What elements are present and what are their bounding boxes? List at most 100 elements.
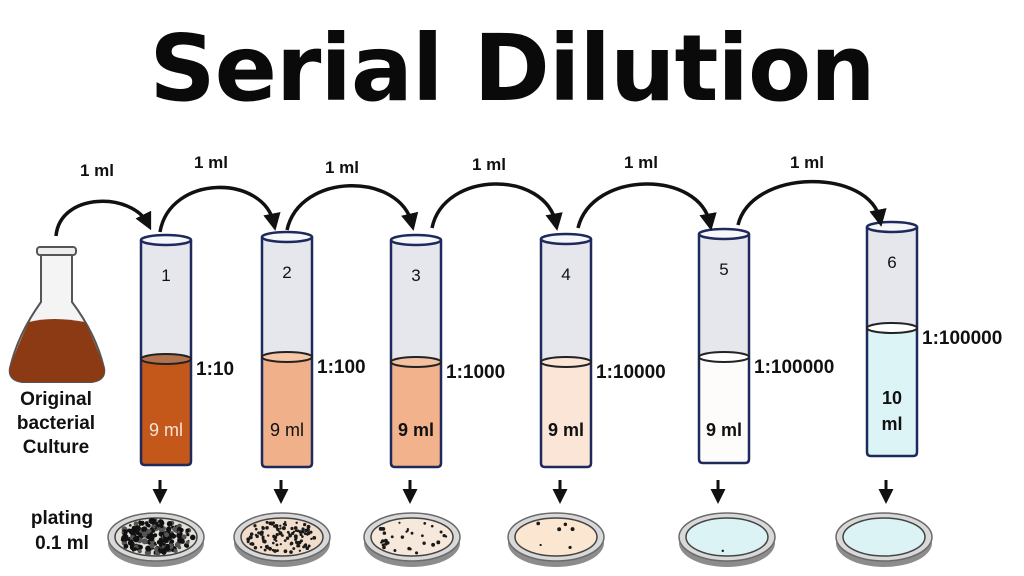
colony bbox=[285, 536, 290, 540]
colony bbox=[185, 540, 190, 545]
colony bbox=[431, 542, 436, 547]
plate-agar bbox=[842, 517, 926, 557]
colony bbox=[303, 532, 307, 536]
colony bbox=[159, 524, 164, 529]
colony bbox=[563, 522, 568, 527]
colony bbox=[536, 521, 541, 526]
colony bbox=[136, 536, 140, 539]
tube-number: 6 bbox=[887, 253, 896, 272]
colony bbox=[141, 531, 148, 538]
tube-liquid bbox=[262, 357, 312, 467]
tube-outline bbox=[139, 240, 193, 467]
colony bbox=[272, 534, 276, 538]
plating-label: 0.1 ml bbox=[35, 533, 89, 554]
colony bbox=[137, 544, 141, 548]
colony bbox=[422, 541, 426, 545]
colony bbox=[121, 529, 128, 536]
tube-rim bbox=[389, 233, 443, 247]
colony bbox=[275, 532, 279, 537]
colony bbox=[141, 526, 148, 533]
tube-liquid bbox=[867, 328, 917, 456]
colony bbox=[266, 544, 269, 548]
colony bbox=[164, 532, 170, 538]
tube-6: 6 10 ml 1:100000 bbox=[865, 220, 1002, 504]
colony bbox=[185, 528, 190, 533]
colony bbox=[570, 527, 575, 532]
colony bbox=[307, 544, 311, 548]
colony bbox=[270, 522, 274, 526]
tube-number: 3 bbox=[411, 266, 420, 285]
flask-rim bbox=[36, 246, 77, 256]
tube-liquid-surface bbox=[261, 351, 313, 363]
plate-agar bbox=[514, 517, 598, 557]
dilution-ratio: 1:1000 bbox=[446, 362, 505, 383]
tube-liquid bbox=[141, 359, 191, 465]
tube-liquid-surface bbox=[866, 322, 918, 334]
tube-outline bbox=[865, 227, 919, 458]
colony bbox=[305, 546, 310, 551]
colony bbox=[380, 539, 385, 543]
tube-number: 1 bbox=[161, 266, 170, 285]
dilution-ratio: 1:100000 bbox=[922, 328, 1002, 349]
transfer-arrow bbox=[576, 182, 717, 231]
colony bbox=[390, 535, 394, 539]
colony bbox=[246, 540, 250, 544]
colony bbox=[248, 535, 253, 540]
colony bbox=[298, 549, 302, 552]
colony bbox=[306, 533, 309, 536]
tube-liquid-surface bbox=[698, 351, 750, 363]
colony bbox=[279, 527, 282, 530]
tube-number: 5 bbox=[719, 260, 728, 279]
tube-5: 5 9 ml 1:100000 bbox=[697, 227, 834, 504]
colony bbox=[173, 548, 178, 554]
tube-volume: 9 ml bbox=[270, 420, 304, 440]
colony bbox=[304, 543, 308, 547]
colony bbox=[138, 523, 142, 526]
tube-outline bbox=[539, 239, 593, 469]
colony bbox=[278, 530, 281, 533]
transfer-label: 1 ml bbox=[472, 155, 506, 174]
colony bbox=[299, 539, 303, 543]
colony bbox=[139, 520, 145, 526]
colony bbox=[150, 518, 157, 525]
colony bbox=[271, 548, 275, 552]
tube-volume: 9 ml bbox=[398, 420, 434, 440]
colony bbox=[309, 530, 313, 534]
colony bbox=[378, 526, 383, 531]
colony bbox=[539, 543, 542, 547]
colony bbox=[154, 546, 160, 552]
colony bbox=[405, 530, 408, 533]
colony bbox=[275, 526, 279, 530]
colony bbox=[154, 543, 157, 546]
colony bbox=[167, 536, 172, 541]
colony bbox=[292, 547, 296, 550]
dilution-ratio: 1:100 bbox=[317, 357, 366, 378]
colony bbox=[415, 551, 419, 555]
colony bbox=[296, 529, 299, 533]
colony bbox=[164, 545, 171, 552]
colony bbox=[261, 537, 265, 541]
colony bbox=[444, 535, 448, 538]
colony bbox=[181, 534, 187, 540]
tube-rim bbox=[260, 230, 314, 244]
colony bbox=[169, 539, 175, 544]
colony bbox=[293, 526, 298, 530]
colony bbox=[129, 529, 136, 536]
tube-1: 1 9 ml 1:10 bbox=[139, 233, 234, 504]
colony bbox=[157, 548, 162, 552]
colony bbox=[137, 549, 142, 554]
colony bbox=[262, 539, 266, 543]
transfer-label: 1 ml bbox=[80, 161, 114, 180]
tube-volume: ml bbox=[881, 414, 902, 434]
colony bbox=[294, 537, 297, 541]
tube-outline bbox=[260, 237, 314, 469]
colony bbox=[148, 535, 155, 542]
tube-3: 3 9 ml 1:1000 bbox=[389, 233, 505, 504]
colony bbox=[439, 530, 443, 534]
colony bbox=[281, 534, 284, 537]
transfer-arrow bbox=[430, 182, 563, 231]
transfer-arrow bbox=[736, 179, 887, 227]
colony bbox=[293, 534, 298, 539]
